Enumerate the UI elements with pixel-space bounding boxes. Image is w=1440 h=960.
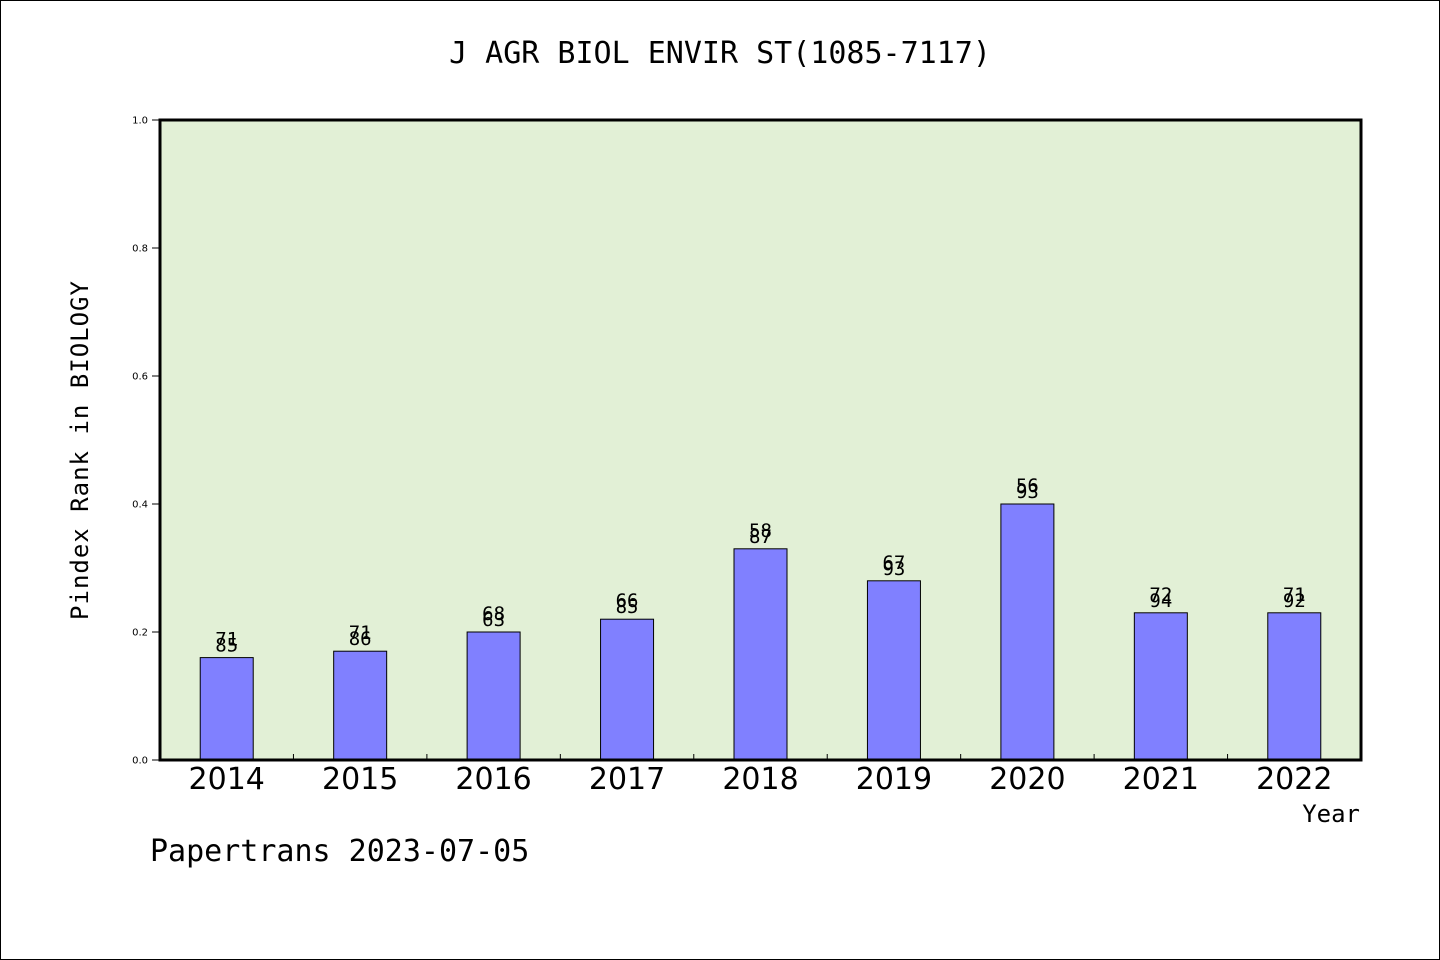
bar-label-top: 71 — [1283, 584, 1306, 606]
x-tick-label: 2021 — [1123, 762, 1199, 797]
bar-label-bottom: 93 — [882, 558, 905, 580]
bar-label-top: 71 — [215, 629, 238, 651]
x-tick-label: 2015 — [322, 762, 398, 797]
bar-label-bottom: 93 — [1016, 481, 1039, 503]
x-tick-label: 2022 — [1256, 762, 1332, 797]
x-tick-label: 2019 — [856, 762, 932, 797]
bar-label-top: 67 — [882, 552, 905, 574]
bar — [1267, 612, 1322, 761]
footer-credit: Papertrans 2023-07-05 — [150, 834, 530, 869]
bar — [1000, 503, 1055, 761]
bar-label-top: 58 — [749, 520, 772, 542]
bar — [600, 618, 655, 761]
bar-label-bottom: 87 — [749, 526, 772, 548]
plot-border — [158, 118, 1363, 762]
bar-label-top: 68 — [482, 603, 505, 625]
y-tick-label: 1.0 — [132, 116, 148, 127]
x-tick-label: 2017 — [589, 762, 665, 797]
bar-label-top: 66 — [616, 590, 639, 612]
bar — [333, 650, 388, 761]
bar-label-bottom: 92 — [1283, 590, 1306, 612]
x-tick-label: 2016 — [455, 762, 531, 797]
chart-title: J AGR BIOL ENVIR ST(1085-7117) — [449, 36, 991, 71]
x-tick-label: 2020 — [989, 762, 1065, 797]
x-tick-label: 2014 — [189, 762, 265, 797]
bar — [199, 657, 254, 761]
y-tick-label: 0.6 — [132, 372, 148, 383]
bar-label-bottom: 85 — [215, 635, 238, 657]
y-tick-label: 0.0 — [132, 756, 148, 767]
bar — [1133, 612, 1188, 761]
y-tick-label: 0.4 — [132, 500, 148, 511]
y-axis-label: Pindex Rank in BIOLOGY — [66, 280, 94, 620]
bar — [733, 548, 788, 761]
x-tick-label: 2018 — [722, 762, 798, 797]
bar — [866, 580, 921, 761]
bar-label-top: 72 — [1149, 584, 1172, 606]
bar — [466, 631, 521, 761]
bar-label-top: 71 — [349, 622, 372, 644]
y-tick-label: 0.8 — [132, 244, 148, 255]
bar-label-bottom: 94 — [1149, 590, 1172, 612]
bar-label-top: 56 — [1016, 475, 1039, 497]
bar-label-bottom: 86 — [349, 628, 372, 650]
y-tick-label: 0.2 — [132, 628, 148, 639]
bar-label-bottom: 63 — [482, 609, 505, 631]
bar-label-bottom: 85 — [616, 596, 639, 618]
x-axis-label: Year — [1302, 800, 1360, 828]
